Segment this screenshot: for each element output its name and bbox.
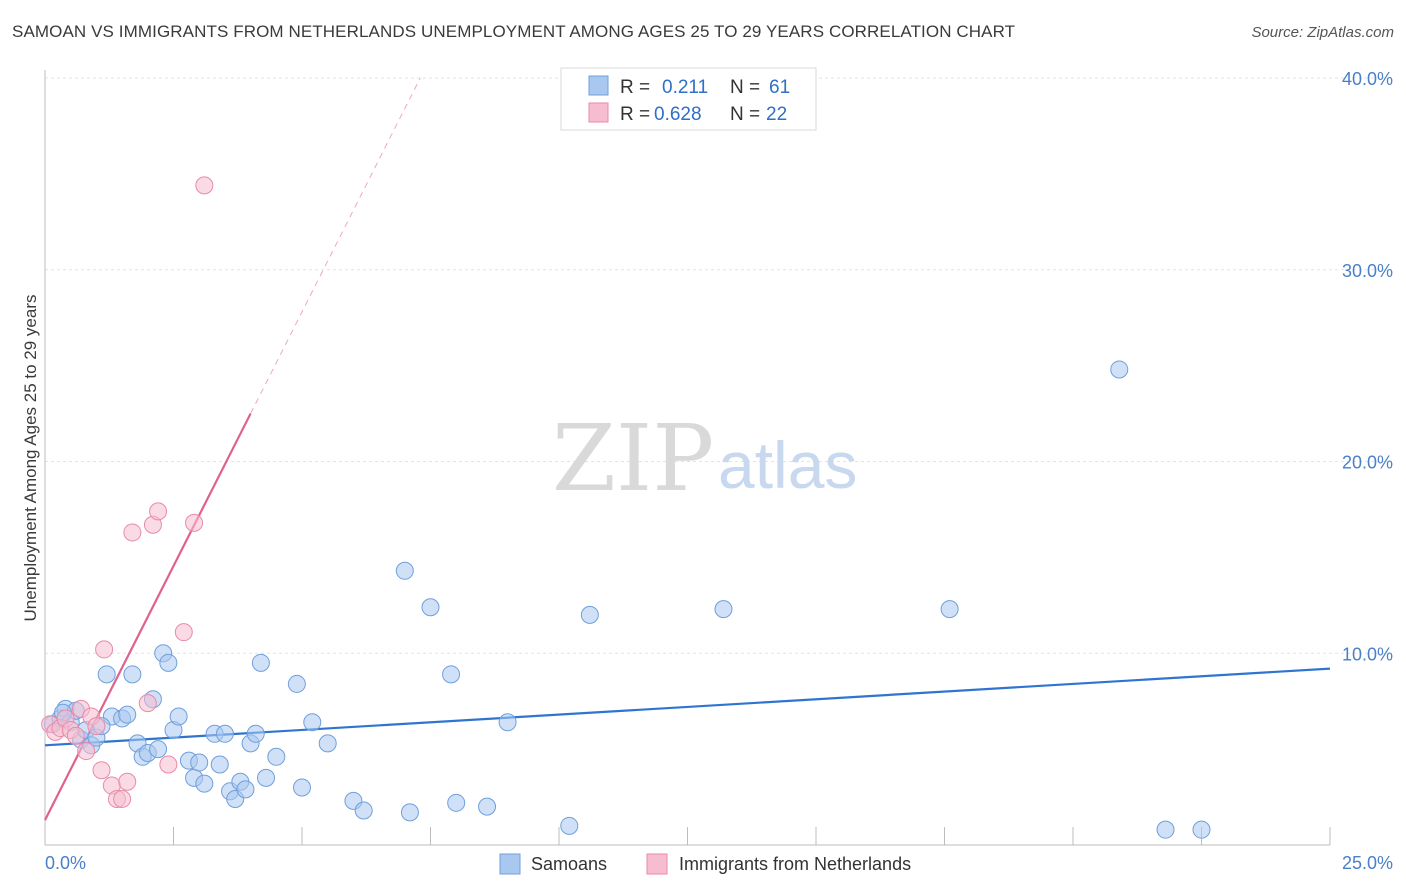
y-tick-label: 30.0% (1342, 261, 1393, 281)
data-points (41, 176, 1211, 839)
point-samoans (215, 724, 234, 743)
legend-r-value-netherlands: 0.628 (654, 104, 702, 125)
point-samoans (421, 598, 440, 617)
legend-r-value-samoans: 0.211 (662, 77, 708, 98)
point-samoans (190, 753, 209, 772)
point-samoans (714, 600, 733, 619)
point-netherlands (159, 755, 178, 774)
point-netherlands (87, 717, 106, 736)
point-netherlands (66, 726, 85, 745)
chart-title: SAMOAN VS IMMIGRANTS FROM NETHERLANDS UN… (12, 22, 1016, 41)
point-samoans (580, 605, 599, 624)
y-tick-label: 20.0% (1342, 453, 1393, 473)
point-netherlands (95, 640, 114, 659)
grid-lines (45, 77, 1390, 654)
x-tick-label: 25.0% (1342, 853, 1393, 873)
point-netherlands (174, 623, 193, 642)
point-samoans (303, 713, 322, 732)
point-samoans (251, 653, 270, 672)
point-samoans (246, 724, 265, 743)
point-samoans (1192, 820, 1211, 839)
source-label: Source: ZipAtlas.com (1251, 24, 1394, 41)
trend-line-extension (250, 77, 421, 414)
axes (44, 70, 1331, 846)
point-samoans (400, 803, 419, 822)
tick-labels: 10.0% 20.0% 30.0% 40.0% 0.0% 25.0% (45, 69, 1393, 873)
series-legend-label-netherlands: Immigrants from Netherlands (679, 854, 911, 874)
legend-swatch-netherlands (588, 102, 609, 123)
series-legend: Samoans Immigrants from Netherlands (499, 853, 911, 875)
point-netherlands (77, 742, 96, 761)
point-samoans (210, 755, 229, 774)
correlation-legend: R = 0.211 N = 61 R = 0.628 N = 22 (560, 67, 817, 131)
point-samoans (195, 774, 214, 793)
series-legend-label-samoans: Samoans (531, 854, 607, 874)
point-samoans (287, 674, 306, 693)
point-samoans (123, 665, 142, 684)
point-netherlands (195, 176, 214, 195)
point-netherlands (118, 772, 137, 791)
legend-r-label-samoans: R = (620, 77, 650, 98)
point-netherlands (149, 502, 168, 521)
trend-line-samoans (44, 667, 1331, 747)
point-samoans (97, 665, 116, 684)
y-tick-label: 40.0% (1342, 69, 1393, 89)
series-legend-swatch-samoans (499, 853, 521, 875)
point-samoans (1110, 360, 1129, 379)
watermark-atlas: atlas (718, 428, 857, 502)
legend-swatch-samoans (588, 75, 609, 96)
point-netherlands (92, 761, 111, 780)
point-netherlands (113, 789, 132, 808)
point-samoans (354, 801, 373, 820)
point-samoans (257, 768, 276, 787)
legend-n-label-netherlands: N = (730, 104, 760, 125)
watermark: ZIP atlas (552, 405, 857, 512)
y-tick-label: 10.0% (1342, 644, 1393, 664)
legend-n-label-samoans: N = (730, 77, 760, 98)
point-netherlands (138, 694, 157, 713)
point-samoans (447, 793, 466, 812)
point-netherlands (185, 513, 204, 532)
point-samoans (442, 665, 461, 684)
legend-n-value-samoans: 61 (769, 77, 790, 98)
point-samoans (395, 561, 414, 580)
watermark-zip: ZIP (552, 405, 714, 512)
point-samoans (478, 797, 497, 816)
point-samoans (236, 780, 255, 799)
point-samoans (293, 778, 311, 797)
point-samoans (159, 653, 178, 672)
point-samoans (267, 747, 286, 766)
series-legend-swatch-netherlands (646, 853, 668, 875)
legend-r-label-netherlands: R = (620, 104, 650, 125)
point-netherlands (123, 523, 142, 542)
point-samoans (560, 816, 579, 835)
point-samoans (169, 707, 188, 726)
point-samoans (498, 713, 517, 732)
legend-n-value-netherlands: 22 (766, 104, 787, 125)
point-samoans (318, 734, 337, 753)
point-samoans (118, 705, 137, 724)
y-axis-label: Unemployment Among Ages 25 to 29 years (21, 295, 40, 622)
point-samoans (1156, 820, 1175, 839)
point-samoans (149, 740, 168, 759)
x-tick-label: 0.0% (45, 853, 86, 873)
point-samoans (940, 600, 959, 619)
